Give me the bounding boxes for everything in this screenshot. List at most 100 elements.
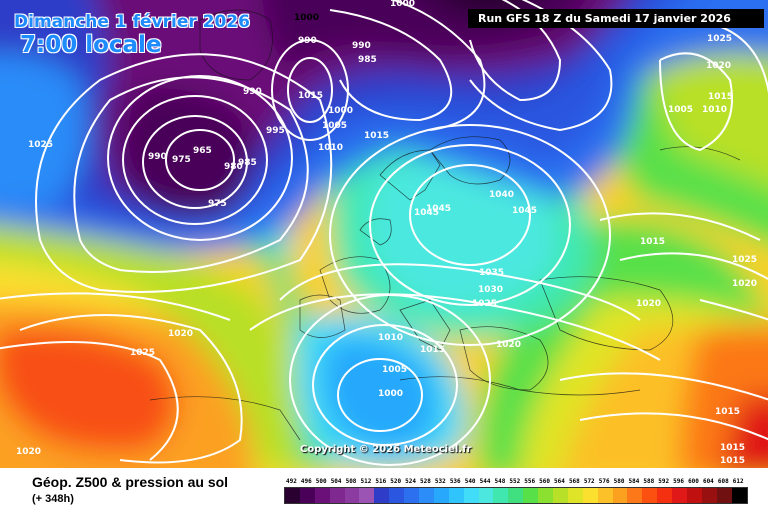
isobar-label: 1000	[328, 106, 353, 116]
isobar-label: 990	[298, 36, 317, 46]
scale-swatch	[612, 488, 628, 503]
pressure-field-svg: 1000 990 1000 990 985 1025 1020 990 1015…	[0, 0, 768, 468]
isobar-label: 1015	[640, 237, 665, 247]
scale-tick-label: 524	[405, 478, 416, 485]
isobar-label: 1030	[478, 285, 503, 295]
scale-swatch	[344, 488, 360, 503]
scale-tick-label: 600	[688, 478, 699, 485]
isobar-label: 1015	[298, 91, 323, 101]
isobar-labels: 1000 990 1000 990 985 1025 1020 990 1015…	[16, 0, 757, 466]
isobar-label: 1045	[426, 204, 451, 214]
scale-swatch	[687, 488, 702, 503]
scale-swatch	[657, 488, 673, 503]
isobar-label: 990	[243, 87, 262, 97]
scale-tick-label: 592	[658, 478, 670, 485]
legend-title: Géop. Z500 & pression au sol	[32, 474, 229, 490]
scale-swatch	[642, 488, 658, 503]
isobar-label: 1015	[720, 443, 745, 453]
isobar-label: 1020	[732, 279, 757, 289]
scale-tick-label: 504	[330, 478, 342, 485]
color-scale-labels: 492 496 500 504 508 512 516 520 524 528 532 536 540 5…	[284, 478, 748, 485]
scale-tick-label: 564	[554, 478, 565, 485]
color-scale: 492 496 500 504 508 512 516 520 524 528 532 536 540 5…	[284, 478, 748, 504]
scale-swatch	[404, 488, 420, 503]
scale-tick-label: 568	[568, 478, 580, 485]
isobar-label: 1020	[636, 299, 661, 309]
isobar-label: 975	[172, 155, 191, 165]
scale-tick-label: 608	[717, 478, 729, 485]
isobar-label: 1025	[472, 299, 497, 309]
isobar-label: 1000	[378, 389, 403, 399]
scale-swatch	[478, 488, 494, 503]
scale-swatch	[463, 488, 479, 503]
isobar-label: 985	[238, 158, 257, 168]
scale-swatch	[448, 488, 464, 503]
scale-tick-label: 500	[315, 478, 327, 485]
scale-tick-label: 604	[702, 478, 714, 485]
isobar-label: 985	[358, 55, 377, 65]
forecast-time: 7:00 locale	[20, 32, 162, 58]
scale-tick-label: 552	[509, 478, 521, 485]
scale-tick-label: 584	[628, 478, 640, 485]
scale-tick-label: 532	[434, 478, 446, 485]
isobar-label: 965	[193, 146, 212, 156]
scale-swatch	[538, 488, 554, 503]
scale-tick-label: 596	[673, 478, 685, 485]
scale-tick-label: 496	[300, 478, 312, 485]
isobar-label: 1020	[168, 329, 193, 339]
scale-swatch	[716, 488, 732, 503]
scale-swatch	[314, 488, 330, 503]
scale-swatch	[701, 488, 717, 503]
scale-swatch	[597, 488, 613, 503]
isobar-label: 1000	[294, 13, 319, 23]
scale-swatch	[359, 488, 375, 503]
scale-swatch	[329, 488, 345, 503]
scale-swatch	[672, 488, 688, 503]
legend-subtitle: (+ 348h)	[32, 493, 74, 505]
isobar-label: 1025	[732, 255, 757, 265]
weather-map: 1000 990 1000 990 985 1025 1020 990 1015…	[0, 0, 768, 468]
scale-tick-label: 508	[345, 478, 357, 485]
scale-swatch	[374, 488, 390, 503]
scale-swatch	[493, 488, 509, 503]
isobar-label: 1005	[322, 121, 347, 131]
isobar-label: 975	[208, 199, 227, 209]
isobar-label: 1015	[364, 131, 389, 141]
forecast-date: Dimanche 1 février 2026	[14, 12, 250, 32]
isobar-label: 1040	[489, 190, 514, 200]
scale-tick-label: 544	[479, 478, 491, 485]
scale-tick-label: 516	[375, 478, 387, 485]
isobar-label: 1025	[28, 140, 53, 150]
isobar-label: 1010	[702, 105, 727, 115]
isobar-label: 995	[266, 126, 285, 136]
scale-swatch	[553, 488, 568, 503]
isobar-label: 1005	[668, 105, 693, 115]
isobar-label: 1010	[378, 333, 403, 343]
isobar-label: 1000	[390, 0, 415, 9]
scale-swatch	[567, 488, 583, 503]
scale-tick-label: 520	[390, 478, 402, 485]
isobar-label: 1015	[715, 407, 740, 417]
isobar-label: 1020	[16, 447, 41, 457]
isobar-label: 990	[148, 152, 167, 162]
color-scale-bar	[284, 487, 748, 504]
isobar-label: 1015	[720, 456, 745, 466]
scale-swatch	[389, 488, 405, 503]
isobar-label: 1005	[382, 365, 407, 375]
scale-swatch	[582, 488, 598, 503]
isobar-label: 990	[352, 41, 371, 51]
scale-tick-label: 572	[583, 478, 595, 485]
isobar-label: 1015	[708, 92, 733, 102]
scale-swatch	[508, 488, 524, 503]
scale-swatch	[433, 488, 449, 503]
scale-swatch	[523, 488, 539, 503]
scale-tick-label: 612	[732, 478, 744, 485]
isobar-label: 1045	[512, 206, 537, 216]
scale-swatch	[285, 488, 300, 503]
scale-tick-label: 556	[524, 478, 536, 485]
scale-swatch	[731, 488, 747, 503]
scale-swatch	[299, 488, 315, 503]
scale-tick-label: 576	[598, 478, 610, 485]
isobar-label: 1045	[414, 208, 439, 218]
scale-tick-label: 560	[539, 478, 550, 485]
